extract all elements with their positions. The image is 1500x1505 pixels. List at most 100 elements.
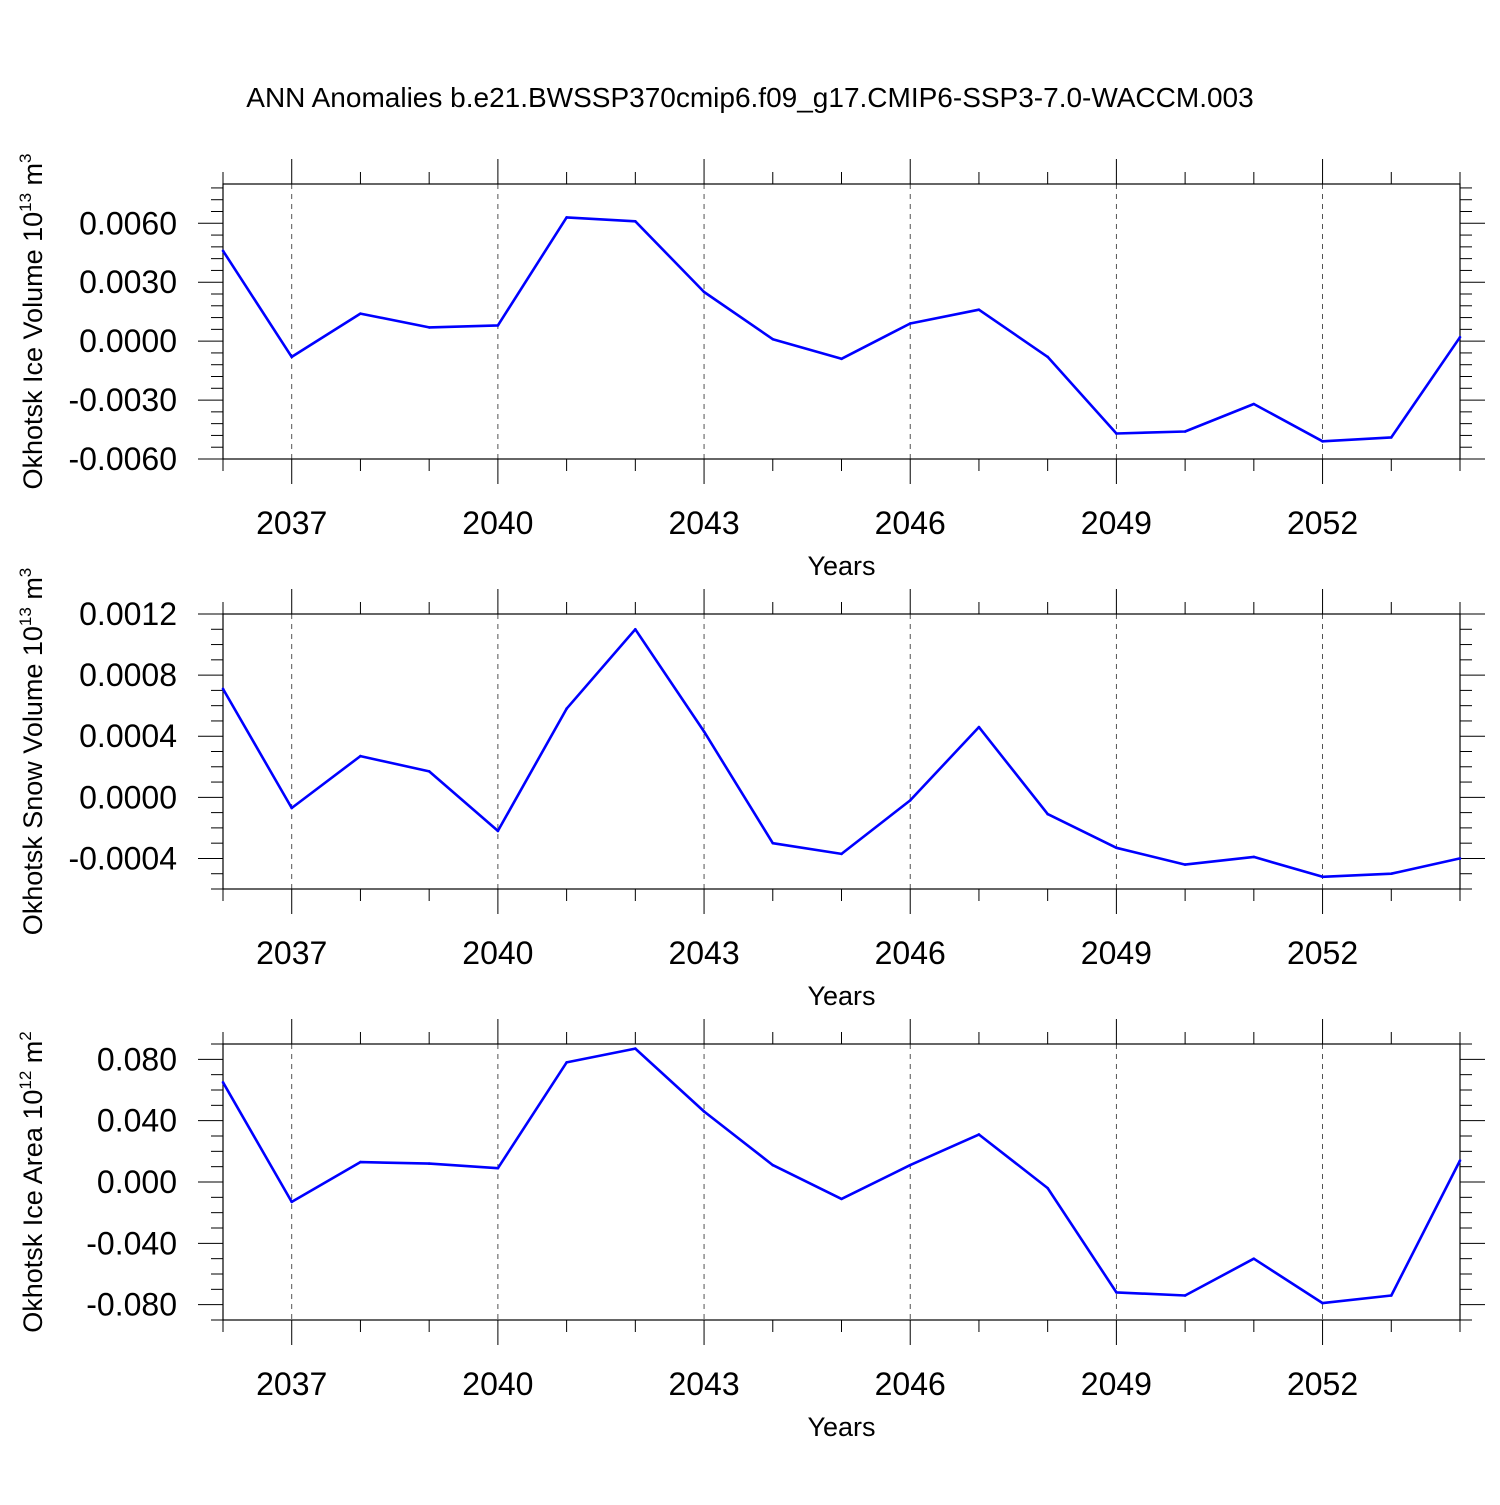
y-tick-label: 0.0008	[79, 657, 177, 693]
data-point	[840, 852, 843, 856]
data-point	[771, 1163, 775, 1167]
x-tick-label: 2046	[875, 935, 946, 971]
x-tick-label: 2052	[1287, 505, 1358, 541]
y-tick-label: -0.0030	[68, 382, 177, 418]
data-point	[1389, 1294, 1393, 1297]
data-point	[1046, 812, 1049, 816]
data-point	[634, 627, 637, 631]
x-tick-label: 2037	[256, 1366, 327, 1402]
y-tick-label: 0.080	[97, 1041, 177, 1077]
data-point	[496, 324, 500, 327]
data-point	[427, 1162, 431, 1165]
data-point	[1046, 355, 1049, 359]
plot-frame	[222, 183, 1461, 460]
data-point	[1321, 875, 1324, 879]
data-point	[565, 707, 568, 711]
chart-panel-2: 2037 2040 2043 2046 2049 2052 Years -0.0004 0.00…	[16, 568, 1485, 1011]
data-point	[1252, 855, 1256, 859]
data-point	[1458, 335, 1462, 339]
y-tick-label: 0.0004	[79, 718, 177, 754]
x-tick-label: 2043	[668, 1366, 739, 1402]
series-line	[221, 216, 1462, 443]
data-point	[221, 687, 225, 691]
x-tick-label: 2046	[875, 505, 946, 541]
chart-panel-1: 2037 2040 2043 2046 2049 2052 Years -0.0060 -0.0…	[16, 153, 1485, 581]
data-point	[496, 829, 500, 833]
data-point	[1183, 1294, 1187, 1297]
y-axis-label: Okhotsk Snow Volume 1013 m3	[16, 568, 48, 936]
chart-panel-3: 2037 2040 2043 2046 2049 2052 Years -0.080 -0.04…	[16, 1019, 1485, 1442]
data-point	[1389, 436, 1393, 439]
data-point	[1183, 863, 1187, 866]
series-line	[221, 627, 1461, 879]
data-point	[290, 806, 294, 810]
data-point	[1183, 430, 1187, 433]
x-tick-label: 2052	[1287, 1366, 1358, 1402]
y-tick-label: -0.040	[86, 1225, 177, 1261]
data-point	[908, 1163, 912, 1167]
data-point	[771, 841, 775, 845]
data-point	[565, 216, 568, 219]
data-point	[1115, 846, 1118, 850]
x-tick-label: 2049	[1081, 935, 1152, 971]
data-point	[290, 355, 294, 359]
data-point	[702, 1110, 706, 1113]
y-axis-label: Okhotsk Ice Area 1012 m2	[16, 1031, 48, 1333]
y-tick-label: 0.0000	[79, 779, 177, 815]
data-point	[1458, 857, 1462, 860]
data-point	[1389, 872, 1393, 876]
x-tick-label: 2040	[462, 935, 533, 971]
data-point	[702, 290, 706, 294]
data-point	[1046, 1186, 1049, 1190]
data-point	[1115, 432, 1118, 435]
data-point	[908, 322, 912, 325]
data-point	[977, 1133, 981, 1136]
plot-frame	[222, 1043, 1461, 1321]
y-tick-label: 0.0060	[79, 205, 177, 241]
y-tick-label: 0.0012	[79, 596, 177, 632]
data-point	[840, 1197, 843, 1201]
data-point	[1458, 1159, 1462, 1162]
x-tick-label: 2037	[256, 935, 327, 971]
data-point	[221, 249, 225, 253]
x-tick-label: 2043	[668, 505, 739, 541]
x-axis-label: Years	[807, 551, 875, 581]
y-tick-label: 0.000	[97, 1164, 177, 1200]
data-point	[977, 308, 981, 312]
y-tick-label: -0.0004	[68, 840, 177, 876]
x-tick-label: 2043	[668, 935, 739, 971]
x-tick-label: 2052	[1287, 935, 1358, 971]
y-tick-label: 0.0030	[79, 264, 177, 300]
x-tick-label: 2037	[256, 505, 327, 541]
y-tick-label: -0.080	[86, 1287, 177, 1323]
x-axis-label: Years	[807, 981, 875, 1011]
data-point	[977, 725, 981, 729]
data-point	[359, 754, 362, 758]
x-tick-label: 2049	[1081, 505, 1152, 541]
x-tick-label: 2040	[462, 505, 533, 541]
data-point	[565, 1061, 568, 1064]
series-line	[221, 1047, 1462, 1305]
x-tick-label: 2046	[875, 1366, 946, 1402]
y-axis-label: Okhotsk Ice Volume 1013 m3	[16, 153, 48, 489]
data-point	[1321, 440, 1324, 443]
data-point	[427, 326, 431, 329]
x-axis-label: Years	[807, 1412, 875, 1442]
y-tick-label: 0.0000	[79, 323, 177, 359]
data-point	[221, 1081, 225, 1084]
figure-title: ANN Anomalies b.e21.BWSSP370cmip6.f09_g1…	[246, 82, 1254, 113]
y-tick-label: 0.040	[97, 1103, 177, 1139]
data-point	[359, 312, 362, 315]
plot-frame	[222, 613, 1461, 890]
data-point	[908, 799, 912, 802]
data-point	[1252, 402, 1256, 406]
data-point	[1252, 1257, 1256, 1260]
x-tick-label: 2049	[1081, 1366, 1152, 1402]
data-point	[290, 1200, 294, 1204]
data-point	[359, 1160, 362, 1164]
data-point	[840, 357, 843, 361]
x-tick-label: 2040	[462, 1366, 533, 1402]
data-point	[1115, 1291, 1118, 1294]
